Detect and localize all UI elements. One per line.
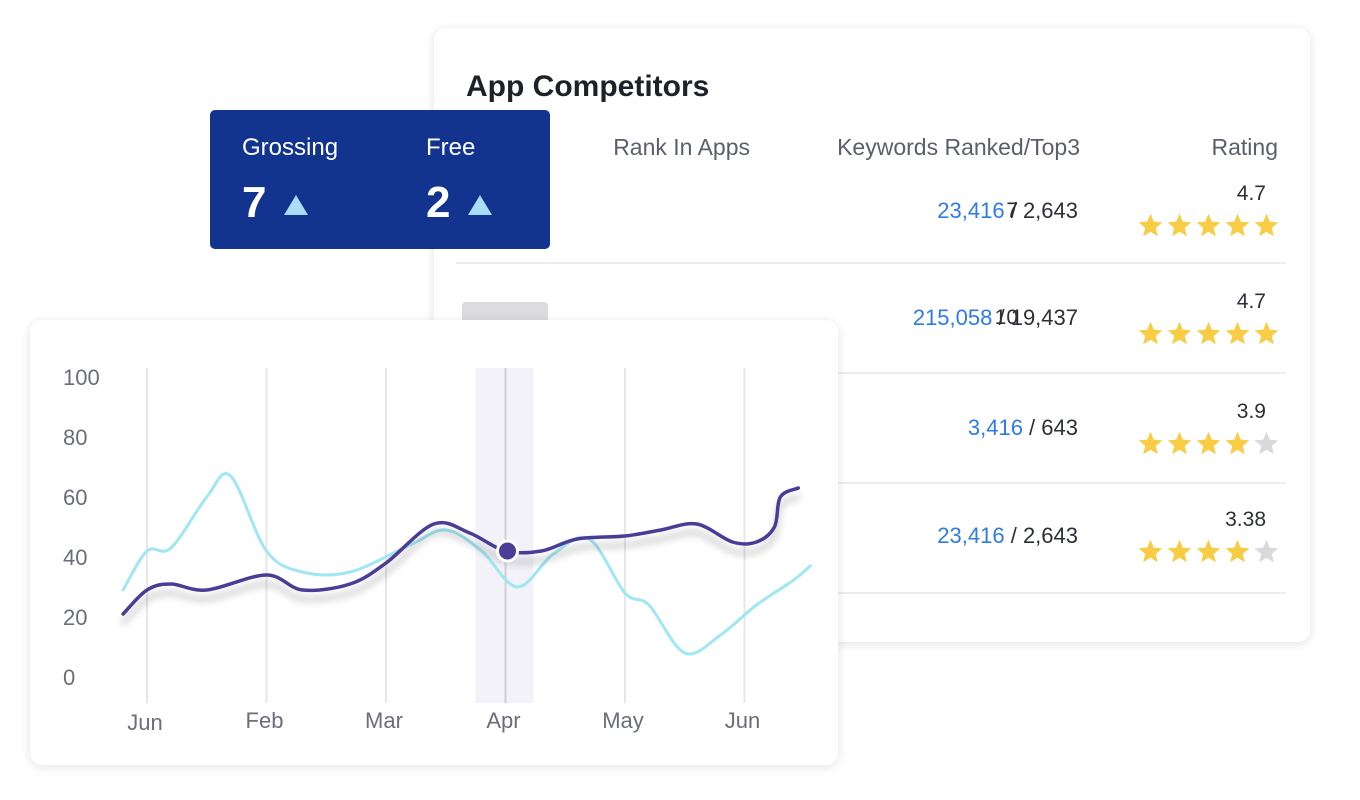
star-icon [1196, 213, 1221, 237]
x-tick-label: Feb [246, 708, 284, 733]
free-value: 2 [426, 178, 451, 227]
keywords-separator: / [1022, 415, 1042, 440]
grossing-value: 7 [242, 178, 267, 227]
competitor-row[interactable]: 23,416 / 2,643 3.38 [456, 482, 1286, 594]
star-icon [1167, 431, 1192, 455]
rating-value: 4.7 [1236, 290, 1266, 313]
keywords-top3: 2,643 [1022, 198, 1078, 223]
rating-value: 3.38 [1225, 508, 1266, 531]
keywords-ranked-link[interactable]: 3,416 [967, 415, 1023, 440]
star-icon [1225, 321, 1250, 345]
keywords-ranked-link[interactable]: 23,416 [937, 198, 1005, 223]
grossing-up-arrow-icon [284, 195, 308, 215]
keywords-top3: 2,643 [1022, 523, 1078, 548]
rating-value: 4.7 [1236, 182, 1266, 205]
keywords-value: 215,058 / 19,437 [913, 305, 1078, 331]
highlight-point[interactable] [496, 539, 519, 563]
star-icon [1225, 539, 1250, 563]
star-icon [1167, 539, 1192, 563]
keywords-value: 23,416 / 2,643 [937, 523, 1078, 549]
y-tick-label: 40 [63, 545, 87, 570]
y-tick-label: 60 [63, 485, 87, 510]
keywords-ranked-link[interactable]: 215,058 [912, 305, 993, 330]
free-up-arrow-icon [468, 195, 492, 215]
star-icon [1167, 321, 1192, 345]
star-icon [1138, 321, 1163, 345]
competitor-row[interactable]: 3,416 / 643 3.9 [456, 372, 1286, 484]
rank-value: 7 [1006, 199, 1018, 222]
star-icon [1254, 539, 1279, 563]
y-tick-label: 20 [63, 605, 87, 630]
star-icon [1138, 431, 1163, 455]
star-icon [1196, 431, 1221, 455]
keywords-separator: / [992, 305, 1011, 330]
star-icon [1225, 213, 1250, 237]
star-icon [1254, 213, 1279, 237]
star-icon [1196, 539, 1221, 563]
star-icon [1254, 321, 1279, 345]
keywords-top3: 643 [1041, 415, 1078, 440]
keywords-top3: 19,437 [1010, 305, 1078, 330]
competitor-row[interactable]: 7 23,416 / 2,643 4.7 [456, 152, 1286, 264]
y-tick-label: 0 [63, 665, 75, 690]
star-icon [1196, 321, 1221, 345]
rating-stars [1137, 430, 1280, 457]
grossing-label: Grossing [242, 134, 339, 161]
keywords-ranked-link[interactable]: 23,416 [937, 523, 1005, 548]
trend-line-chart: Jun Feb Mar Apr May Jun 100 80 60 40 20 0 [63, 365, 812, 735]
star-icon [1138, 213, 1163, 237]
column-header-rank[interactable]: Rank In Apps [613, 134, 750, 160]
rank-summary-box: Grossing 7 Free 2 [210, 110, 550, 249]
rating-value: 3.9 [1236, 400, 1266, 423]
cyan-series-line [121, 472, 812, 656]
x-tick-label: Jun [127, 710, 162, 735]
x-tick-label: Apr [486, 708, 520, 733]
x-tick-label: May [602, 708, 644, 733]
x-tick-label: Jun [725, 708, 760, 733]
star-icon [1254, 431, 1279, 455]
rating-stars [1137, 320, 1280, 347]
star-icon [1138, 539, 1163, 563]
y-tick-label: 100 [63, 365, 100, 390]
rating-stars [1137, 212, 1280, 239]
purple-series-line [121, 486, 801, 616]
trend-chart-card: Jun Feb Mar Apr May Jun 100 80 60 40 20 0 [30, 320, 838, 765]
star-icon [1167, 213, 1192, 237]
free-label: Free [426, 134, 476, 161]
rank-value: 10 [994, 306, 1018, 329]
column-header-rating[interactable]: Rating [1211, 134, 1278, 160]
competitors-title: App Competitors [466, 70, 710, 103]
keywords-separator: / [1004, 523, 1023, 548]
keywords-value: 23,416 / 2,643 [937, 198, 1078, 224]
y-tick-label: 80 [63, 425, 87, 450]
rating-stars [1137, 538, 1280, 565]
keywords-separator: / [1004, 198, 1023, 223]
column-header-keywords[interactable]: Keywords Ranked/Top3 [837, 134, 1080, 160]
keywords-value: 3,416 / 643 [968, 415, 1078, 441]
star-icon [1225, 431, 1250, 455]
x-tick-label: Mar [365, 708, 403, 733]
